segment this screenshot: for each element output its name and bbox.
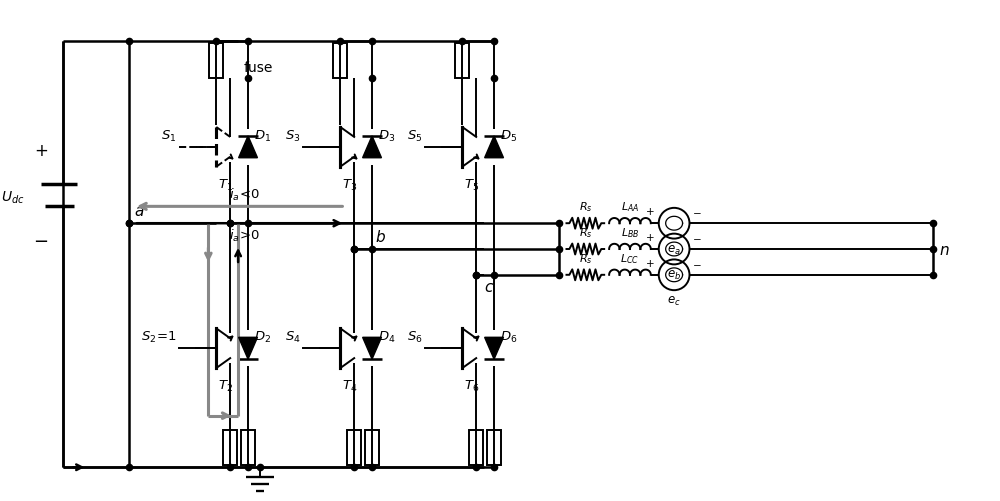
- Text: $L_{BB}$: $L_{BB}$: [621, 226, 639, 239]
- Text: $S_1$: $S_1$: [161, 128, 177, 144]
- Text: $D_2$: $D_2$: [254, 330, 271, 345]
- Bar: [241, 430, 255, 465]
- Text: $S_4$: $S_4$: [285, 330, 301, 345]
- Text: $n$: $n$: [939, 242, 950, 257]
- Text: $e_a$: $e_a$: [667, 243, 681, 256]
- Text: fuse: fuse: [244, 61, 273, 75]
- Text: $L_{AA}$: $L_{AA}$: [621, 200, 639, 214]
- Text: $S_6$: $S_6$: [407, 330, 423, 345]
- Text: $L_{CC}$: $L_{CC}$: [620, 252, 639, 266]
- Text: $D_3$: $D_3$: [378, 128, 395, 144]
- Bar: [223, 430, 237, 465]
- Polygon shape: [239, 137, 257, 158]
- Text: $-$: $-$: [33, 230, 48, 248]
- Bar: [209, 44, 223, 79]
- Text: $T_6$: $T_6$: [464, 378, 480, 393]
- Text: $D_5$: $D_5$: [500, 128, 517, 144]
- Text: $-$: $-$: [692, 232, 702, 242]
- Text: $T_5$: $T_5$: [464, 177, 479, 192]
- Text: $+$: $+$: [645, 231, 655, 242]
- Bar: [333, 44, 347, 79]
- Text: $R_s$: $R_s$: [579, 226, 592, 239]
- Text: $S_3$: $S_3$: [285, 128, 301, 144]
- Polygon shape: [363, 137, 381, 158]
- Text: $e_b$: $e_b$: [667, 269, 681, 282]
- Text: $U_{dc}$: $U_{dc}$: [1, 189, 25, 205]
- Polygon shape: [239, 338, 257, 359]
- Text: $-$: $-$: [692, 207, 702, 217]
- Text: $i_a\!<\!0$: $i_a\!<\!0$: [229, 187, 260, 203]
- Bar: [365, 430, 379, 465]
- Text: $T_3$: $T_3$: [342, 177, 357, 192]
- Text: $S_5$: $S_5$: [407, 128, 423, 144]
- Text: $R_s$: $R_s$: [579, 200, 592, 214]
- Bar: [455, 44, 469, 79]
- Polygon shape: [485, 338, 503, 359]
- Text: $D_4$: $D_4$: [378, 330, 396, 345]
- Text: $a$: $a$: [134, 204, 144, 219]
- Text: $+$: $+$: [645, 206, 655, 217]
- Text: $e_c$: $e_c$: [667, 295, 681, 308]
- Text: $i_a\!>\!0$: $i_a\!>\!0$: [229, 228, 260, 244]
- Polygon shape: [363, 338, 381, 359]
- Text: $c$: $c$: [484, 279, 494, 294]
- Text: $T_2$: $T_2$: [218, 378, 233, 393]
- Text: $+$: $+$: [34, 141, 48, 159]
- Bar: [469, 430, 483, 465]
- Text: $T_1$: $T_1$: [218, 177, 233, 192]
- Text: $-$: $-$: [692, 259, 702, 269]
- Text: $+$: $+$: [645, 258, 655, 269]
- Text: $S_2\!=\!1$: $S_2\!=\!1$: [141, 330, 177, 345]
- Bar: [487, 430, 501, 465]
- Text: $D_6$: $D_6$: [500, 330, 517, 345]
- Text: $D_1$: $D_1$: [254, 128, 271, 144]
- Bar: [347, 430, 361, 465]
- Polygon shape: [485, 137, 503, 158]
- Text: $b$: $b$: [375, 228, 386, 244]
- Text: $T_4$: $T_4$: [342, 378, 358, 393]
- Text: $R_s$: $R_s$: [579, 252, 592, 266]
